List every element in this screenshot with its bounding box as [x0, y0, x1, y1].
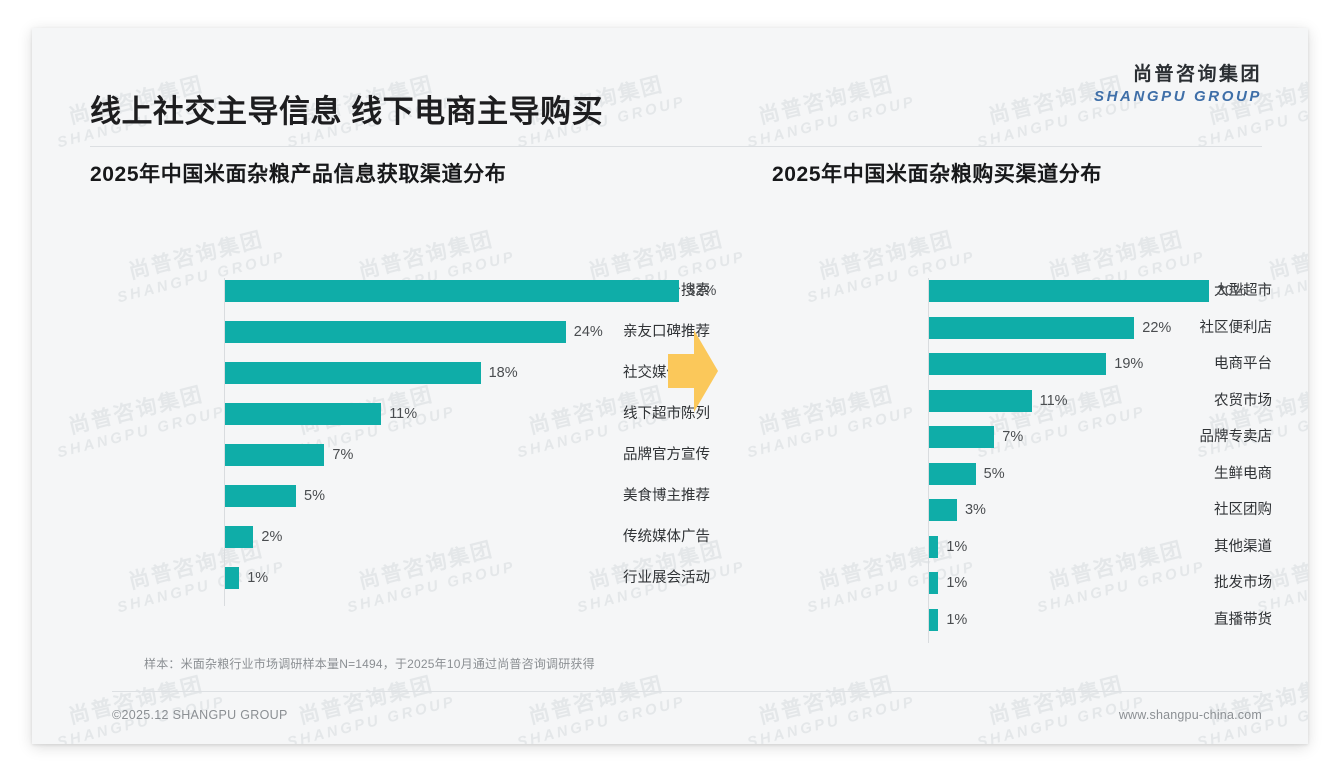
footer-divider — [112, 691, 1262, 692]
bar — [225, 567, 240, 589]
bar-row: 电商平台 19% — [772, 351, 1272, 377]
sample-note: 样本：米面杂粮行业市场调研样本量N=1494，于2025年10月通过尚普咨询调研… — [144, 657, 595, 671]
bar-value-label: 22% — [1142, 319, 1172, 336]
bar-row: 亲友口碑推荐 24% — [90, 319, 710, 345]
bar-value-label: 11% — [389, 406, 418, 422]
bar-value-label: 2% — [261, 529, 283, 545]
bar-category-label: 品牌官方宣传 — [623, 447, 710, 463]
bar — [929, 572, 939, 594]
bar-chart-right: 大型超市 30% 社区便利店 22% 电商平台 19% 农贸市场 11% 品牌专卖店 7% 生鲜电商… — [772, 278, 1272, 643]
bar — [225, 362, 481, 384]
bar-value-label: 19% — [1114, 356, 1144, 372]
bar-value-label: 7% — [1002, 429, 1024, 445]
bar-category-label: 生鲜电商 — [1214, 465, 1272, 482]
chart-panel-left: 2025年中国米面杂粮产品信息获取渠道分布 电商平台搜索32% 亲友口碑推荐 24%… — [90, 158, 716, 606]
bar-value-label: 32% — [687, 283, 717, 299]
brand-logo: 尚普咨询集团 SHANGPU GROUP — [1094, 64, 1262, 106]
bar-row: 品牌专卖店 7% — [772, 424, 1272, 450]
bar-category-label: 美食博主推荐 — [623, 488, 710, 504]
bar-value-label: 1% — [946, 611, 968, 628]
bar-value-label: 3% — [964, 502, 986, 518]
slide-header: 线上社交主导信息 线下电商主导购买 尚普咨询集团 SHANGPU GROUP — [32, 28, 1308, 134]
chart-title-left: 2025年中国米面杂粮产品信息获取渠道分布 — [90, 163, 507, 186]
bar — [225, 403, 382, 425]
bar-row: 电商平台搜索32% — [90, 278, 716, 304]
logo-english-text: SHANGPU GROUP — [1094, 87, 1262, 105]
bar — [929, 389, 1032, 412]
website-url[interactable]: www.shangpu-china.com — [1118, 708, 1262, 722]
chart-title-right: 2025年中国米面杂粮购买渠道分布 — [772, 163, 1102, 186]
bar-category-label: 批发市场 — [1214, 575, 1272, 591]
bar-row: 品牌官方宣传 7% — [90, 442, 710, 468]
bar-category-label: 大型超市 — [1214, 283, 1272, 299]
bar-row: 其他渠道 1% — [772, 534, 1272, 560]
bar-category-label: 其他渠道 — [1214, 538, 1272, 555]
bar — [225, 321, 566, 343]
bar-value-label: 30% — [1216, 283, 1246, 299]
bar-value-label: 7% — [332, 447, 354, 463]
bar-row: 社区便利店 22% — [772, 315, 1272, 341]
bar-value-label: 5% — [983, 465, 1005, 482]
bar-category-label: 农贸市场 — [1214, 392, 1272, 409]
bar-value-label: 18% — [488, 365, 518, 381]
chart-axis-line — [224, 278, 225, 606]
bar-value-label: 1% — [946, 538, 968, 555]
bar-value-label: 1% — [946, 575, 968, 591]
bar — [225, 485, 296, 507]
bar-row: 美食博主推荐 5% — [90, 483, 710, 509]
bar-value-label: 11% — [1039, 392, 1068, 409]
charts-region: 2025年中国米面杂粮产品信息获取渠道分布 电商平台搜索32% 亲友口碑推荐 24%… — [32, 158, 1308, 656]
bar-category-label: 社区团购 — [1214, 502, 1272, 518]
bar-category-label: 社区便利店 — [1199, 319, 1273, 336]
bar-row: 直播带货 1% — [772, 607, 1272, 633]
bar — [929, 608, 939, 631]
bar-category-label: 直播带货 — [1214, 611, 1272, 628]
bar-category-label: 行业展会活动 — [623, 570, 710, 586]
bar — [929, 353, 1107, 375]
bar-category-label: 传统媒体广告 — [623, 529, 710, 545]
bar-row: 传统媒体广告 2% — [90, 524, 710, 550]
bar-value-label: 24% — [573, 324, 603, 340]
bar-row: 社区团购 3% — [772, 497, 1272, 523]
slide-card: 尚普咨询集团 SHANGPU GROUP 尚普咨询集团 SHANGPU GROUP 尚普… — [32, 28, 1308, 744]
bar-row: 行业展会活动 1% — [90, 565, 710, 591]
chart-axis-line — [928, 278, 929, 643]
bar — [929, 462, 976, 485]
bar — [929, 316, 1135, 339]
bar-row: 批发市场 1% — [772, 570, 1272, 596]
bar-category-label: 品牌专卖店 — [1199, 429, 1273, 445]
bar-row: 大型超市 30% — [772, 278, 1272, 304]
bar-row: 线下超市陈列 11% — [90, 401, 710, 427]
right-arrow-icon — [664, 328, 720, 414]
bar-category-label: 电商平台 — [1214, 356, 1272, 372]
bar-row: 社交媒体内容 18% — [90, 360, 710, 386]
slide-footer: ©2025.12 SHANGPU GROUP www.shangpu-china… — [32, 692, 1308, 744]
bar — [929, 535, 939, 558]
bar-row: 生鲜电商 5% — [772, 461, 1272, 487]
bar-row: 农贸市场 11% — [772, 388, 1272, 414]
bar — [929, 426, 995, 448]
logo-chinese-text: 尚普咨询集团 — [1132, 64, 1262, 85]
bar — [929, 499, 957, 521]
bar-category-label: 线下超市陈列 — [623, 406, 710, 422]
bar — [225, 526, 254, 548]
bar-category-label: 亲友口碑推荐 — [623, 324, 710, 340]
bar — [225, 280, 680, 302]
copyright-text: ©2025.12 SHANGPU GROUP — [112, 708, 288, 722]
bar-value-label: 5% — [304, 488, 325, 504]
chart-panel-right: 2025年中国米面杂粮购买渠道分布 大型超市 30% 社区便利店 22% 电商平台 19%… — [772, 158, 1272, 643]
header-divider — [90, 146, 1262, 147]
bar-value-label: 1% — [247, 570, 269, 586]
bar — [929, 280, 1209, 302]
bar — [225, 444, 325, 466]
page-title: 线上社交主导信息 线下电商主导购买 — [90, 94, 604, 129]
